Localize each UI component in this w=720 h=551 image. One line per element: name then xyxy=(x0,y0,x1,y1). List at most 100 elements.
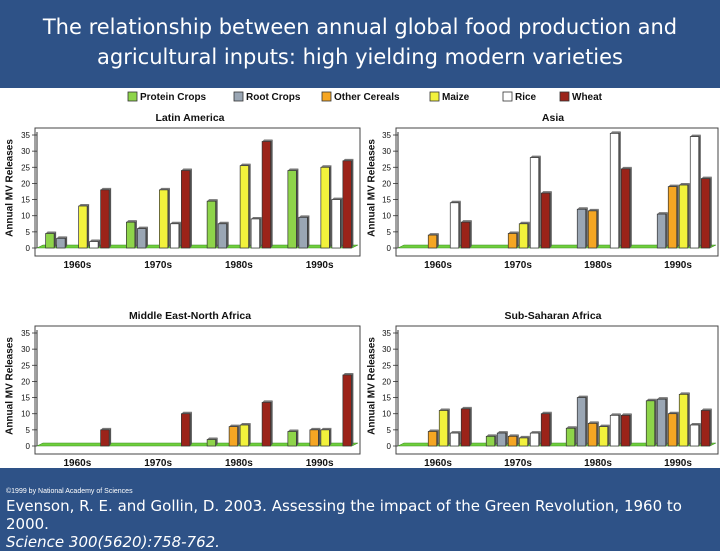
panel-sub-saharan-africa: Sub-Saharan Africa Annual MV Releases 0 5 10… xyxy=(367,310,719,469)
bar-face xyxy=(438,410,449,447)
panel-title: Latin America xyxy=(155,112,224,124)
bar-rice-1960s xyxy=(449,200,461,249)
bar-side xyxy=(585,395,588,446)
bar-face xyxy=(320,166,330,249)
bar-maize-1960s xyxy=(78,204,90,249)
bar-side xyxy=(329,427,332,446)
bar-rice-1970s xyxy=(529,155,541,249)
bar-maize-1960s xyxy=(438,408,450,447)
bar-side xyxy=(296,429,299,446)
x-tick-label: 1960s xyxy=(63,260,91,271)
legend-swatch-root-crops xyxy=(233,91,244,102)
bar-face xyxy=(529,157,540,249)
bar-rice-1970s xyxy=(529,431,541,447)
bar-maize-1980s xyxy=(239,163,251,249)
y-tick-label: 25 xyxy=(382,361,391,370)
bar-side xyxy=(237,424,240,446)
bar-top xyxy=(701,408,712,411)
bar-top xyxy=(657,212,668,215)
bar-face xyxy=(250,218,260,249)
bar-face xyxy=(529,432,540,447)
bar-side xyxy=(709,176,712,248)
bar-wheat-1980s xyxy=(261,400,273,447)
bar-side xyxy=(698,134,701,248)
bar-root-crops-1990s xyxy=(298,215,310,249)
bar-face xyxy=(78,205,88,249)
bar-top xyxy=(181,168,192,171)
x-tick-label: 1990s xyxy=(306,260,334,271)
bar-face xyxy=(181,413,191,447)
bar-face xyxy=(678,393,689,447)
bar-side xyxy=(538,155,541,248)
y-tick-label: 35 xyxy=(382,131,391,140)
bar-maize-1990s xyxy=(678,183,690,249)
legend-label-rice: Rice xyxy=(515,92,537,103)
y-tick-label: 30 xyxy=(21,147,30,156)
bar-face xyxy=(239,424,249,447)
bar-side xyxy=(351,372,354,446)
bar-face xyxy=(609,133,620,249)
y-tick-label: 5 xyxy=(387,426,392,435)
bar-side xyxy=(87,204,90,248)
bar-other-cereals-1980s xyxy=(587,208,599,249)
bar-side xyxy=(629,166,632,248)
bar-wheat-1980s xyxy=(261,139,273,249)
bar-side xyxy=(329,165,332,248)
legend-swatch-protein-crops xyxy=(127,91,138,102)
bar-side xyxy=(215,437,218,446)
bar-top xyxy=(599,424,610,427)
bar-top xyxy=(331,197,343,200)
bar-maize-1980s xyxy=(239,423,251,447)
x-tick-label: 1970s xyxy=(504,260,532,271)
legend: Protein Crops Root Crops Other Cereals Maiz… xyxy=(127,91,603,103)
bar-wheat-1990s xyxy=(342,158,354,249)
bar-top xyxy=(439,408,450,411)
bar-top xyxy=(486,434,497,437)
bar-maize-1970s xyxy=(518,221,530,249)
bar-face xyxy=(261,402,271,447)
bar-face xyxy=(485,435,496,447)
bar-root-crops-1980s xyxy=(217,221,229,249)
bar-face xyxy=(100,189,110,249)
bar-wheat-1960s xyxy=(100,187,112,249)
bar-side xyxy=(259,216,262,248)
bar-face xyxy=(518,223,529,249)
y-tick-label: 10 xyxy=(21,410,30,419)
bar-other-cereals-1990s xyxy=(309,427,321,447)
bar-face xyxy=(449,202,460,249)
bar-face xyxy=(609,414,620,447)
bar-face xyxy=(261,141,271,249)
bar-protein-crops-1980s xyxy=(206,437,218,447)
bar-top xyxy=(218,221,229,224)
bar-side xyxy=(226,221,229,248)
bar-side xyxy=(585,207,588,248)
bar-wheat-1960s xyxy=(460,220,472,249)
bar-other-cereals-1990s xyxy=(667,184,679,249)
y-tick-label: 15 xyxy=(21,394,30,403)
bar-side xyxy=(458,200,461,248)
bar-top xyxy=(588,208,599,211)
bar-side xyxy=(505,431,508,446)
bar-face xyxy=(159,189,169,249)
bar-rice-1980s xyxy=(250,216,262,249)
bar-root-crops-1970s xyxy=(137,226,148,249)
bar-top xyxy=(56,236,68,239)
bar-face xyxy=(170,223,180,249)
bar-wheat-1980s xyxy=(620,166,632,249)
bar-top xyxy=(342,158,354,161)
bar-face xyxy=(576,208,587,249)
bar-protein-crops-1980s xyxy=(206,199,218,249)
bar-side xyxy=(665,212,668,248)
bar-face xyxy=(206,439,216,447)
y-axis-label: Annual MV Releases xyxy=(5,139,16,237)
bar-side xyxy=(145,226,148,248)
bar-rice-1990s xyxy=(689,134,701,249)
y-tick-label: 35 xyxy=(21,329,30,338)
bar-root-crops-1960s xyxy=(56,236,68,249)
bar-face xyxy=(342,374,352,447)
x-tick-label: 1990s xyxy=(664,260,692,271)
bar-face xyxy=(689,136,700,249)
bar-face xyxy=(656,213,667,249)
bar-rice-1990s xyxy=(689,423,701,447)
panel-title: Asia xyxy=(542,112,564,124)
